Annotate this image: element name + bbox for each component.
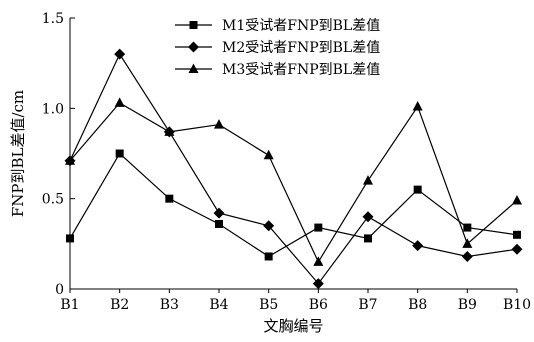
legend-item-3: M3受试者FNP到BL差值 — [175, 62, 380, 78]
legend-marker — [189, 21, 198, 29]
series-2 — [64, 48, 523, 290]
x-ticks: B1 B2 B3 B4 B5 B6 B7 B8 B9 B10 — [60, 289, 531, 313]
x-tick-label: B4 — [209, 297, 228, 313]
series-1-point — [115, 149, 124, 158]
x-tick-label: B10 — [503, 297, 531, 313]
series-2-point — [312, 278, 324, 290]
series-1-point — [215, 219, 223, 228]
series-1-point — [66, 234, 74, 243]
series-1-point — [463, 223, 472, 232]
x-tick-label: B9 — [458, 297, 477, 313]
legend-item-2: M2受试者FNP到BL差值 — [175, 40, 380, 56]
series-3-point — [512, 194, 522, 205]
series-layer — [64, 48, 523, 290]
series-2-point — [263, 220, 275, 232]
y-tick-label: 0 — [55, 282, 64, 298]
series-1-point — [364, 234, 372, 243]
series-3-point — [363, 175, 373, 185]
series-1-line — [69, 152, 518, 258]
x-tick-label: B6 — [309, 297, 328, 313]
series-3-point — [462, 238, 473, 248]
y-tick-label: 1.5 — [42, 11, 64, 27]
series-1 — [66, 149, 521, 261]
series-3-line — [69, 102, 518, 264]
x-tick-label: B8 — [408, 297, 427, 313]
series-3 — [65, 97, 522, 266]
series-2-point — [412, 240, 424, 252]
y-tick-label: 1.0 — [42, 101, 64, 117]
series-2-point — [461, 250, 473, 262]
legend-item-1: M1受试者FNP到BL差值 — [175, 18, 380, 34]
series-1-point — [513, 230, 521, 239]
series-3-point — [313, 256, 324, 266]
legend-label: M1受试者FNP到BL差值 — [222, 18, 380, 34]
legend-label: M2受试者FNP到BL差值 — [222, 40, 380, 56]
series-3-point — [263, 149, 274, 160]
series-1-point — [413, 185, 422, 194]
x-tick-label: B2 — [110, 297, 129, 313]
x-tick-label: B5 — [259, 297, 278, 313]
series-3-point — [114, 97, 125, 107]
series-3-point — [214, 119, 224, 129]
series-3-point — [164, 126, 175, 136]
series-2-point — [362, 211, 374, 223]
series-3-point — [65, 155, 75, 165]
x-tick-label: B1 — [60, 297, 79, 313]
y-ticks: 0 0.5 1.0 1.5 — [42, 11, 75, 298]
legend-marker — [188, 41, 199, 53]
series-2-point — [114, 48, 126, 60]
y-tick-label: 0.5 — [42, 192, 64, 208]
axes — [69, 18, 517, 290]
series-1-point — [314, 223, 323, 232]
legend-marker — [188, 63, 199, 73]
x-tick-label: B7 — [358, 297, 377, 313]
series-1-point — [264, 252, 273, 261]
legend-label: M3受试者FNP到BL差值 — [222, 62, 380, 78]
x-axis-title: 文胸编号 — [263, 317, 323, 335]
series-2-point — [511, 243, 523, 255]
series-2-point — [213, 207, 225, 219]
x-tick-label: B3 — [160, 297, 179, 313]
series-3-point — [412, 101, 423, 111]
y-axis-title: FNP到BL差值/cm — [9, 90, 27, 217]
series-1-point — [165, 194, 174, 203]
series-2-line — [69, 52, 518, 285]
legend: M1受试者FNP到BL差值 M2受试者FNP到BL差值 M3受试者FNP到BL差值 — [175, 18, 380, 78]
